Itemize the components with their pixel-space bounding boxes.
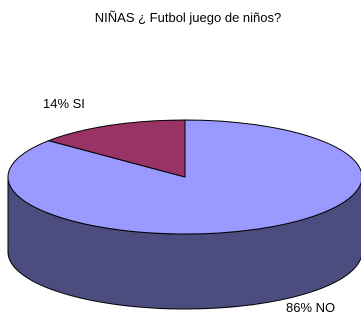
pie-group: [7, 119, 361, 310]
slice-label-no: 86% NO: [286, 300, 335, 315]
slice-si: [47, 119, 186, 178]
slice-label-si: 14% SI: [43, 96, 85, 111]
chart-title: NIÑAS ¿ Futbol juego de niños?: [95, 10, 281, 25]
